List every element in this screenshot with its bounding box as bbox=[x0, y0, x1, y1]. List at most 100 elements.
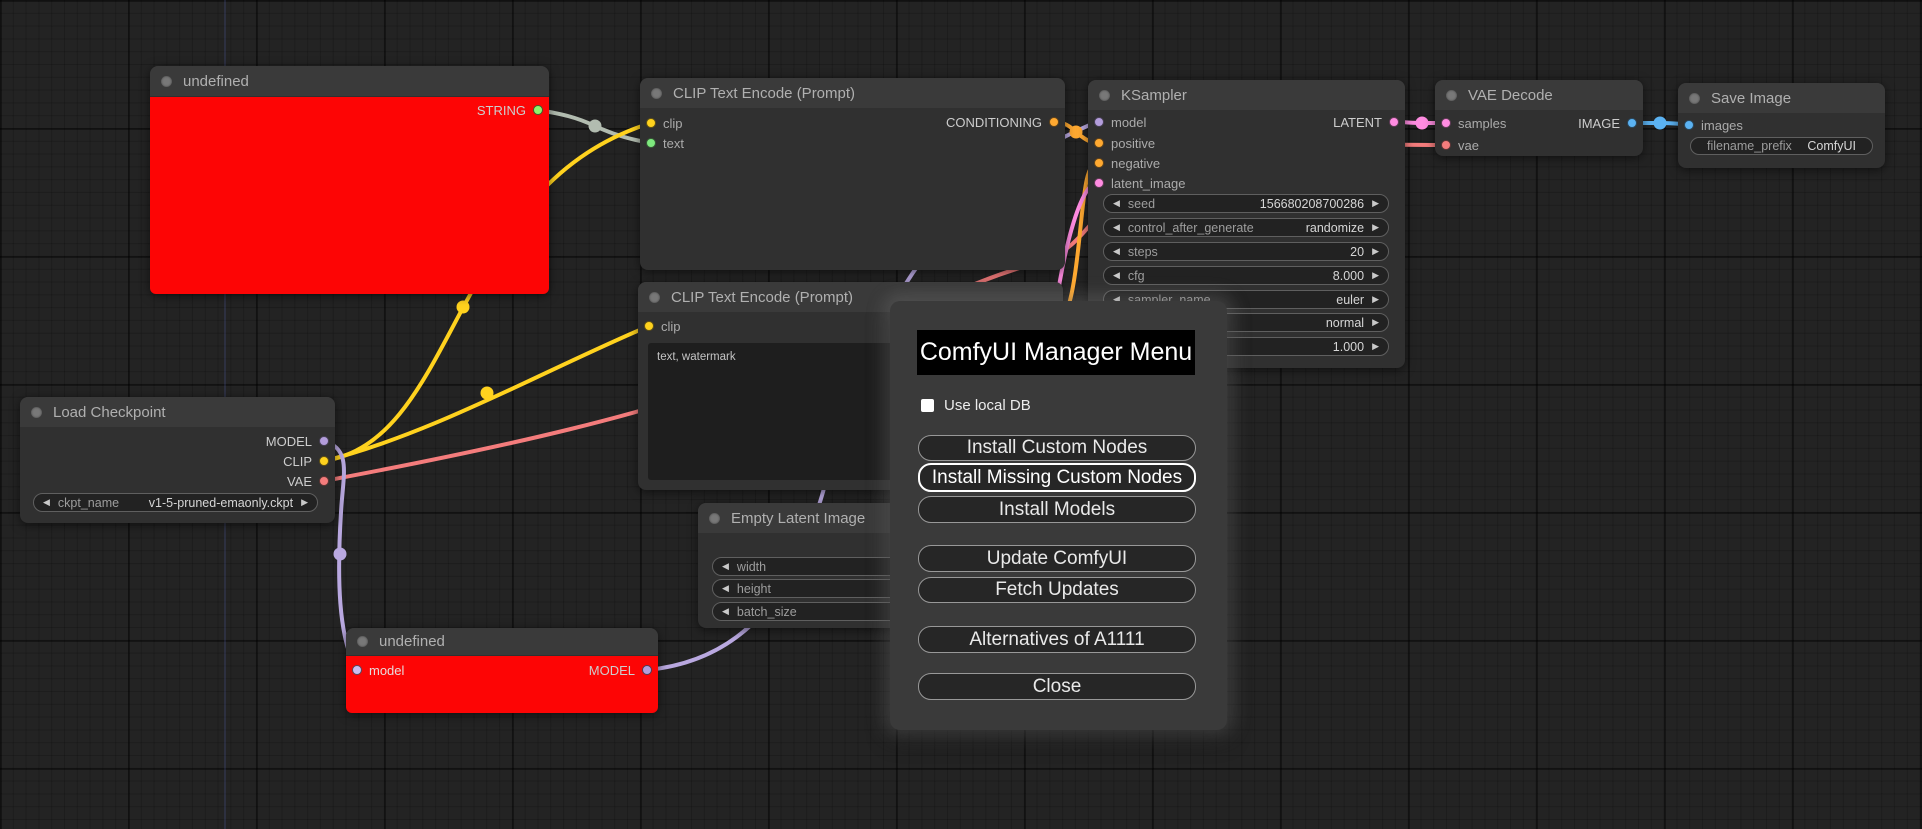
latent-slot-dot-icon[interactable] bbox=[1389, 117, 1399, 127]
output-slot-image[interactable]: IMAGE bbox=[1578, 114, 1637, 132]
latent-slot-dot-icon[interactable] bbox=[1094, 178, 1104, 188]
increment-arrow-icon[interactable]: ▶ bbox=[1372, 198, 1379, 208]
use-local-db-checkbox[interactable] bbox=[921, 399, 934, 412]
node-status-dot-icon bbox=[709, 512, 720, 524]
image-slot-dot-icon[interactable] bbox=[1684, 120, 1694, 130]
node-title: KSampler bbox=[1121, 86, 1187, 104]
link-midpoint-dot[interactable] bbox=[456, 300, 470, 314]
output-slot-model[interactable]: MODEL bbox=[589, 661, 652, 679]
update-comfyui-button[interactable]: Update ComfyUI bbox=[918, 545, 1196, 572]
install-missing-custom-nodes-button[interactable]: Install Missing Custom Nodes bbox=[918, 463, 1196, 492]
fetch-updates-button[interactable]: Fetch Updates bbox=[918, 577, 1196, 603]
clip-slot-dot-icon[interactable] bbox=[646, 118, 656, 128]
node-load-checkpoint[interactable]: Load Checkpoint MODEL CLIP VAE ◀ ckpt_na… bbox=[20, 397, 335, 523]
decrement-arrow-icon[interactable]: ◀ bbox=[722, 583, 729, 593]
decrement-arrow-icon[interactable]: ◀ bbox=[1113, 294, 1120, 304]
node-clip-text-encode-positive[interactable]: CLIP Text Encode (Prompt) clip text COND… bbox=[640, 78, 1065, 270]
input-slot-text[interactable]: text bbox=[646, 134, 684, 152]
widget-cfg[interactable]: ◀ cfg 8.000 ▶ bbox=[1103, 266, 1389, 285]
output-slot-string[interactable]: STRING bbox=[477, 101, 543, 119]
link-midpoint-dot[interactable] bbox=[1069, 125, 1083, 139]
model-slot-dot-icon[interactable] bbox=[352, 665, 362, 675]
widget-ckpt-name[interactable]: ◀ ckpt_name v1-5-pruned-emaonly.ckpt ▶ bbox=[33, 493, 318, 512]
use-local-db-label: Use local DB bbox=[944, 397, 1031, 414]
widget-filename-prefix[interactable]: filename_prefix ComfyUI bbox=[1690, 137, 1873, 155]
decrement-arrow-icon[interactable]: ◀ bbox=[1113, 198, 1120, 208]
node-header[interactable]: KSampler bbox=[1088, 80, 1405, 110]
output-slot-clip[interactable]: CLIP bbox=[283, 452, 329, 470]
input-slot-model[interactable]: model bbox=[1094, 113, 1146, 131]
node-string-undefined[interactable]: undefined STRING bbox=[150, 66, 549, 294]
decrement-arrow-icon[interactable]: ◀ bbox=[722, 606, 729, 616]
node-save-image[interactable]: Save Image images filename_prefix ComfyU… bbox=[1678, 83, 1885, 168]
node-model-undefined[interactable]: undefined model MODEL bbox=[346, 628, 658, 713]
vae-slot-dot-icon[interactable] bbox=[1441, 140, 1451, 150]
decrement-arrow-icon[interactable]: ◀ bbox=[43, 497, 50, 507]
node-title: Save Image bbox=[1711, 89, 1792, 107]
install-custom-nodes-button[interactable]: Install Custom Nodes bbox=[918, 435, 1196, 461]
model-slot-dot-icon[interactable] bbox=[319, 436, 329, 446]
increment-arrow-icon[interactable]: ▶ bbox=[1372, 341, 1379, 351]
output-slot-model[interactable]: MODEL bbox=[266, 432, 329, 450]
input-slot-clip[interactable]: clip bbox=[646, 114, 683, 132]
output-slot-conditioning[interactable]: CONDITIONING bbox=[946, 113, 1059, 131]
increment-arrow-icon[interactable]: ▶ bbox=[1372, 317, 1379, 327]
link-midpoint-dot[interactable] bbox=[1653, 116, 1667, 130]
string-slot-dot-icon[interactable] bbox=[533, 105, 543, 115]
clip-slot-dot-icon[interactable] bbox=[644, 321, 654, 331]
vae-slot-dot-icon[interactable] bbox=[319, 476, 329, 486]
increment-arrow-icon[interactable]: ▶ bbox=[1372, 222, 1379, 232]
widget-control-after-generate[interactable]: ◀ control_after_generate randomize ▶ bbox=[1103, 218, 1389, 237]
input-slot-negative[interactable]: negative bbox=[1094, 154, 1160, 172]
input-slot-model[interactable]: model bbox=[352, 661, 404, 679]
decrement-arrow-icon[interactable]: ◀ bbox=[1113, 246, 1120, 256]
link-midpoint-dot[interactable] bbox=[588, 119, 602, 133]
decrement-arrow-icon[interactable]: ◀ bbox=[722, 561, 729, 571]
decrement-arrow-icon[interactable]: ◀ bbox=[1113, 222, 1120, 232]
increment-arrow-icon[interactable]: ▶ bbox=[301, 497, 308, 507]
link-midpoint-dot[interactable] bbox=[333, 547, 347, 561]
conditioning-slot-dot-icon[interactable] bbox=[1094, 158, 1104, 168]
conditioning-slot-dot-icon[interactable] bbox=[1049, 117, 1059, 127]
link-midpoint-dot[interactable] bbox=[1415, 116, 1429, 130]
node-title: Load Checkpoint bbox=[53, 403, 166, 421]
node-vae-decode[interactable]: VAE Decode samples vae IMAGE bbox=[1435, 80, 1643, 156]
input-slot-vae[interactable]: vae bbox=[1441, 136, 1479, 154]
input-slot-clip[interactable]: clip bbox=[644, 317, 681, 335]
input-slot-images[interactable]: images bbox=[1684, 116, 1743, 134]
node-header[interactable]: undefined bbox=[150, 66, 549, 96]
model-slot-dot-icon[interactable] bbox=[1094, 117, 1104, 127]
output-slot-vae[interactable]: VAE bbox=[287, 472, 329, 490]
install-models-button[interactable]: Install Models bbox=[918, 496, 1196, 523]
wire-clip-to-negative-prompt bbox=[322, 324, 651, 463]
link-midpoint-dot[interactable] bbox=[480, 386, 494, 400]
text-slot-dot-icon[interactable] bbox=[646, 138, 656, 148]
node-header[interactable]: undefined bbox=[346, 628, 658, 655]
widget-seed[interactable]: ◀ seed 156680208700286 ▶ bbox=[1103, 194, 1389, 213]
conditioning-slot-dot-icon[interactable] bbox=[1094, 138, 1104, 148]
widget-steps[interactable]: ◀ steps 20 ▶ bbox=[1103, 242, 1389, 261]
node-header[interactable]: VAE Decode bbox=[1435, 80, 1643, 110]
decrement-arrow-icon[interactable]: ◀ bbox=[1113, 270, 1120, 280]
latent-slot-dot-icon[interactable] bbox=[1441, 118, 1451, 128]
node-status-dot-icon bbox=[649, 291, 660, 303]
wire-model-to-patch bbox=[322, 439, 359, 672]
increment-arrow-icon[interactable]: ▶ bbox=[1372, 246, 1379, 256]
use-local-db-row[interactable]: Use local DB bbox=[921, 397, 1031, 414]
alternatives-of-a1111-button[interactable]: Alternatives of A1111 bbox=[918, 626, 1196, 653]
clip-slot-dot-icon[interactable] bbox=[319, 456, 329, 466]
node-title: CLIP Text Encode (Prompt) bbox=[673, 84, 856, 102]
output-slot-latent[interactable]: LATENT bbox=[1333, 113, 1399, 131]
node-header[interactable]: Save Image bbox=[1678, 83, 1885, 113]
input-slot-latent-image[interactable]: latent_image bbox=[1094, 174, 1185, 192]
node-header[interactable]: Load Checkpoint bbox=[20, 397, 335, 427]
increment-arrow-icon[interactable]: ▶ bbox=[1372, 270, 1379, 280]
input-slot-samples[interactable]: samples bbox=[1441, 114, 1506, 132]
close-button[interactable]: Close bbox=[918, 673, 1196, 700]
model-slot-dot-icon[interactable] bbox=[642, 665, 652, 675]
node-header[interactable]: CLIP Text Encode (Prompt) bbox=[640, 78, 1065, 108]
increment-arrow-icon[interactable]: ▶ bbox=[1372, 294, 1379, 304]
input-slot-positive[interactable]: positive bbox=[1094, 134, 1155, 152]
image-slot-dot-icon[interactable] bbox=[1627, 118, 1637, 128]
